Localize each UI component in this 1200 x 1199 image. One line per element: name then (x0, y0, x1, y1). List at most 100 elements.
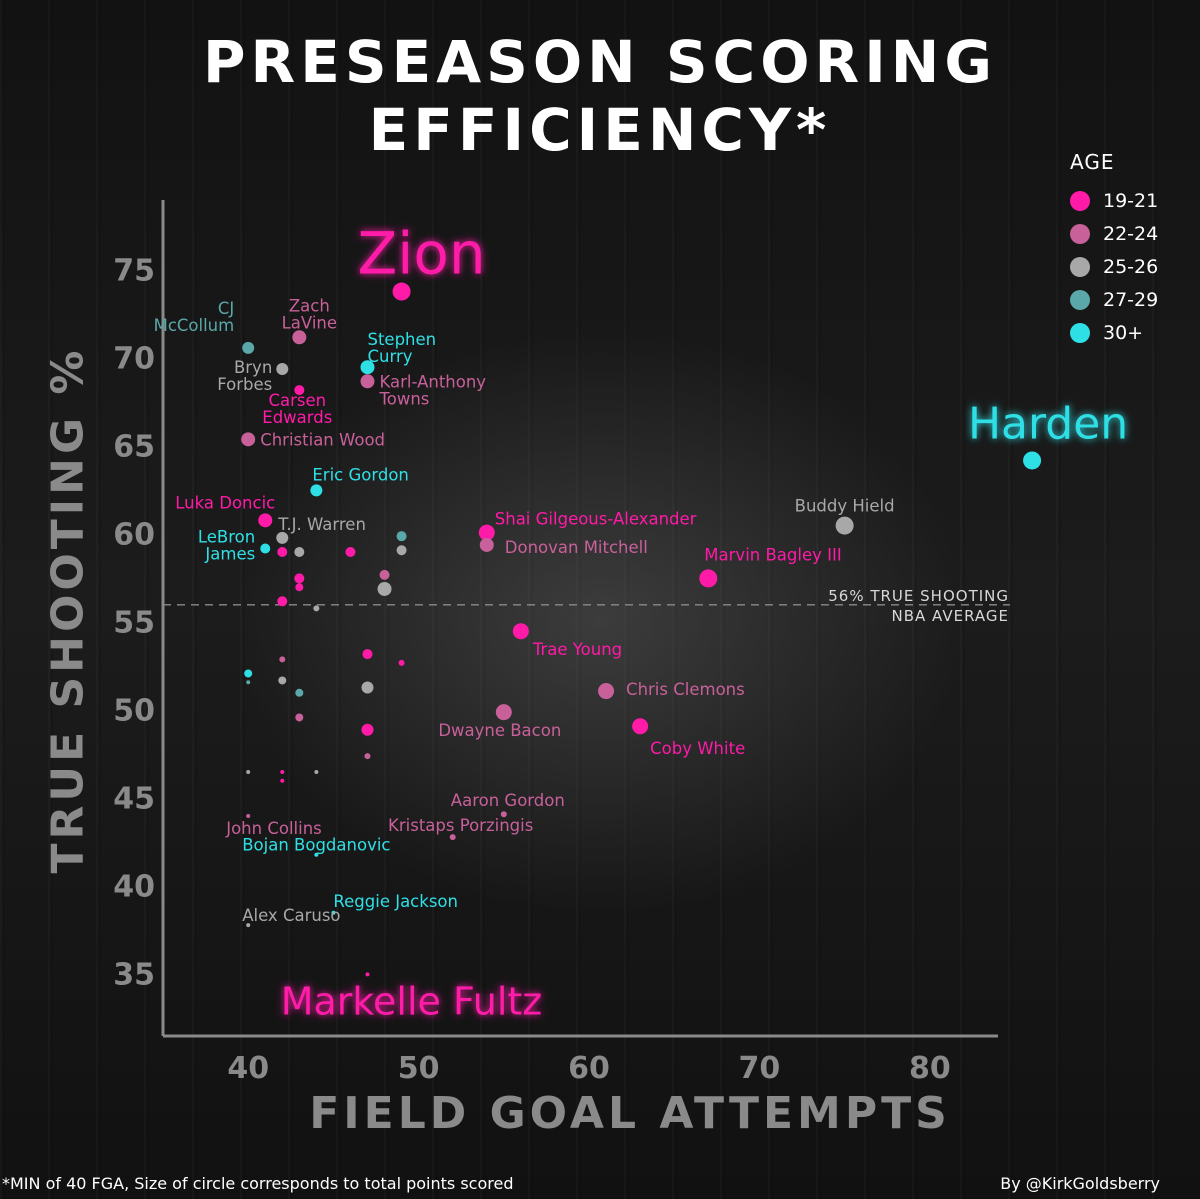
data-point (294, 385, 305, 396)
data-points (241, 282, 1042, 977)
data-point (310, 484, 323, 497)
data-point (246, 770, 251, 774)
legend-label: 27-29 (1103, 288, 1159, 311)
data-point (1023, 451, 1042, 470)
data-point (276, 531, 289, 544)
x-axis-title: FIELD GOAL ATTEMPTS (309, 1088, 951, 1139)
data-point (361, 681, 374, 694)
point-label: Marvin Bagley III (704, 545, 841, 564)
data-point (377, 581, 392, 596)
data-point (246, 814, 251, 818)
credit: By @KirkGoldsberry (1000, 1174, 1160, 1193)
legend-item: 25-26 (1070, 250, 1158, 283)
data-point (364, 753, 371, 760)
point-label: Bryn Forbes (217, 358, 272, 394)
point-label: Alex Caruso (242, 906, 340, 925)
data-point (246, 680, 251, 685)
y-tick-label: 55 (113, 605, 155, 640)
legend-item: 27-29 (1070, 283, 1158, 316)
highlight-label: Markelle Fultz (281, 979, 543, 1023)
data-point (398, 659, 405, 666)
data-point (362, 649, 373, 660)
legend-label: 22-24 (1103, 222, 1159, 245)
x-tick-label: 50 (398, 1051, 440, 1086)
data-point (360, 360, 375, 375)
point-label: Chris Clemons (626, 680, 745, 699)
legend-item: 30+ (1070, 316, 1158, 349)
legend-swatch (1070, 190, 1090, 211)
data-point (632, 718, 649, 735)
data-point (360, 374, 375, 389)
point-label: Luka Doncic (175, 493, 275, 512)
data-point (314, 852, 319, 857)
data-point (500, 811, 507, 818)
legend-item: 22-24 (1070, 217, 1158, 250)
point-label: Bojan Bogdanovic (242, 836, 390, 855)
data-point (295, 713, 304, 722)
data-point (479, 537, 494, 552)
y-tick-label: 45 (113, 781, 155, 816)
point-label: Eric Gordon (312, 465, 409, 484)
point-label: Stephen Curry (367, 330, 436, 366)
legend-label: 25-26 (1103, 255, 1159, 278)
y-tick-label: 60 (113, 517, 155, 552)
x-tick-label: 40 (227, 1051, 269, 1086)
data-point (246, 923, 251, 928)
axes: 40 50 60 70 80 35 40 45 50 55 60 65 70 75 (113, 200, 998, 1086)
data-point (598, 683, 615, 700)
data-point (258, 513, 273, 528)
data-point (331, 910, 336, 915)
legend-label: 19-21 (1103, 189, 1159, 212)
point-label: Buddy Hield (795, 497, 895, 516)
data-point (361, 723, 374, 736)
data-point (396, 531, 407, 542)
legend-swatch (1070, 256, 1090, 277)
data-point (294, 573, 305, 584)
data-point (280, 770, 285, 774)
data-point (295, 688, 304, 697)
data-point (449, 834, 456, 841)
legend-swatch (1070, 289, 1090, 310)
y-tick-label: 75 (113, 253, 155, 288)
highlight-label: Zion (358, 220, 486, 288)
data-point (241, 432, 256, 447)
data-point (313, 605, 320, 612)
point-label: T.J. Warren (277, 515, 366, 534)
data-point (512, 623, 529, 640)
data-point (244, 669, 253, 678)
data-point (379, 569, 390, 580)
point-label: Donovan Mitchell (505, 538, 648, 557)
point-label: Kristaps Porzingis (388, 816, 533, 835)
data-point (278, 676, 287, 685)
legend-swatch (1070, 322, 1090, 343)
data-point (277, 547, 288, 557)
average-reference-line: 56% TRUE SHOOTING NBA AVERAGE (163, 587, 1010, 625)
y-tick-label: 50 (113, 693, 155, 728)
data-point (835, 516, 854, 535)
point-label: John Collins (225, 819, 322, 838)
data-point (365, 972, 370, 977)
data-point (495, 704, 512, 721)
age-legend: AGE 19-21 22-24 25-26 27-29 30+ (1070, 150, 1158, 349)
y-tick-label: 70 (113, 341, 155, 376)
x-tick-label: 70 (739, 1051, 781, 1086)
point-label: Zach LaVine (282, 296, 337, 332)
point-labels: Zion Harden Markelle Fultz Zach LaVine CJ McCo… (154, 220, 1129, 1024)
y-tick-label: 35 (113, 957, 155, 992)
legend-item: 19-21 (1070, 184, 1158, 217)
point-label: Shai Gilgeous-Alexander (495, 510, 697, 529)
data-point (314, 770, 319, 774)
data-point (276, 362, 289, 375)
data-point (279, 656, 286, 663)
data-point (277, 596, 288, 607)
point-label: CJ McCollum (154, 299, 235, 335)
footnote: *MIN of 40 FGA, Size of circle correspon… (2, 1174, 514, 1193)
point-label: Aaron Gordon (451, 791, 565, 810)
average-line-label: NBA AVERAGE (892, 607, 1010, 625)
data-point (242, 341, 255, 354)
legend-label: 30+ (1103, 321, 1144, 344)
y-tick-label: 40 (113, 869, 155, 904)
point-label: Christian Wood (260, 430, 385, 449)
